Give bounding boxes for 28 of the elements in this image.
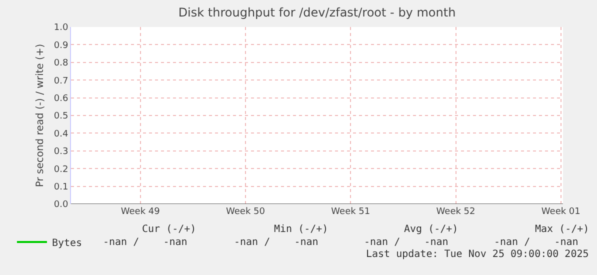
y-tick-label: 1.0 [54,23,68,34]
y-tick-label: 0.1 [54,182,68,192]
x-tick-label: Week 51 [331,207,370,217]
text: Avg (-/+) [404,224,458,235]
text: Min (-/+) [274,224,328,235]
text: -nan / -nan [494,237,578,248]
text: -nan / -nan [234,237,318,248]
y-tick-label: 0.7 [54,76,68,86]
y-tick-label: 0.6 [54,94,68,104]
legend-label: Bytes [52,238,82,249]
y-tick-label: 0.2 [54,164,68,175]
y-tick-label: 0.0 [54,200,68,210]
y-axis-title: Pr second read (-) / write (+) [34,44,46,188]
x-tick-label: Week 49 [120,207,160,217]
y-tick-label: 0.3 [54,147,68,158]
x-tick-label: Week 52 [436,207,476,217]
y-tick-label: 0.8 [54,58,68,69]
x-tick-label: Week 50 [226,207,266,217]
text: Max (-/+) [535,224,590,235]
text: Cur (-/+) [142,224,196,235]
y-tick-label: 0.5 [54,112,68,122]
chart-title: Disk throughput for /dev/zfast/root - by month [178,6,456,20]
y-tick-label: 0.9 [54,40,68,51]
x-tick-label: Week 01 [541,207,580,217]
text: -nan / -nan [103,237,188,248]
text: Last update: Tue Nov 25 09:00:00 2025 [366,249,589,260]
text: -nan / -nan [364,237,448,248]
y-tick-label: 0.4 [54,129,68,140]
